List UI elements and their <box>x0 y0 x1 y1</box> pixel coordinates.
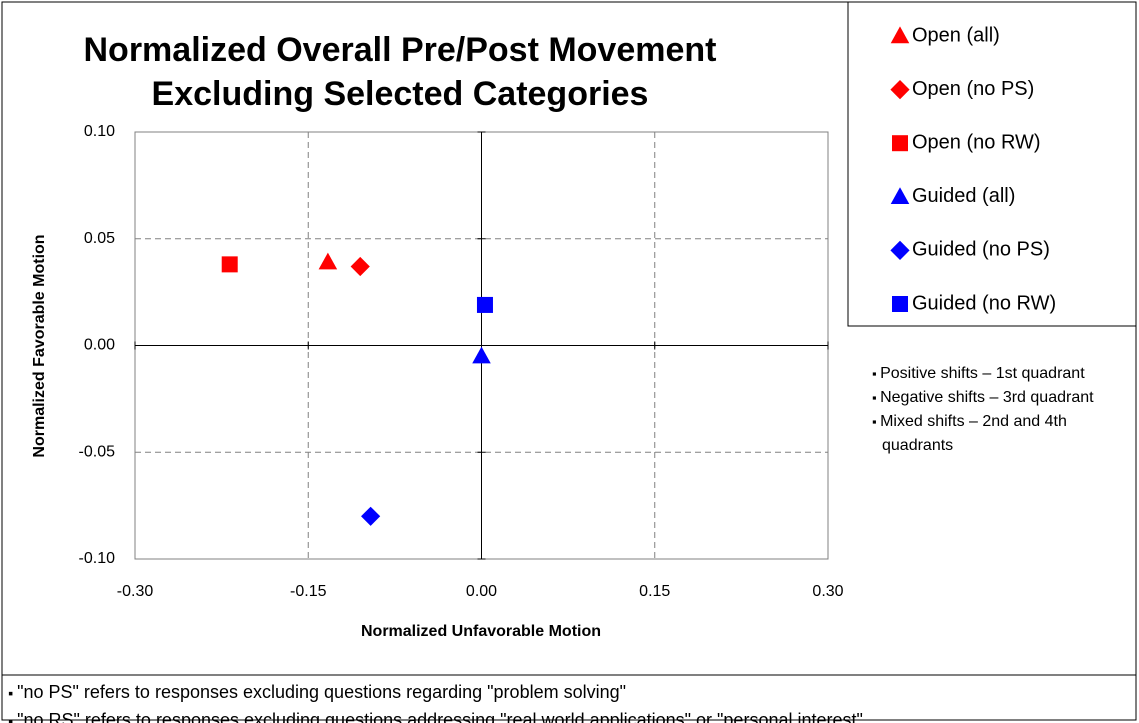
y-tick-label: -0.05 <box>79 443 116 460</box>
marker-diamond <box>890 80 910 100</box>
y-axis-label: Normalized Favorable Motion <box>31 234 48 457</box>
x-tick-label: -0.15 <box>290 583 327 600</box>
x-tick-label: 0.15 <box>639 583 670 600</box>
y-tick-label: 0.05 <box>84 230 115 247</box>
footnote: "no RS" refers to responses excluding qu… <box>8 707 1128 723</box>
title-line: Normalized Overall Pre/Post Movement <box>83 31 717 69</box>
marker-diamond <box>350 256 370 277</box>
legend-label: Guided (no PS) <box>912 239 1050 261</box>
marker-triangle <box>890 26 910 44</box>
chart-title: Normalized Overall Pre/Post Movement Exc… <box>20 28 780 116</box>
y-tick-label: 0.10 <box>84 123 115 140</box>
title-line: Excluding Selected Categories <box>151 75 649 113</box>
legend-label: Guided (no RW) <box>912 292 1056 314</box>
y-tick-label: 0.00 <box>84 337 115 354</box>
x-tick-label: 0.30 <box>812 583 843 600</box>
marker-square <box>221 256 238 273</box>
marker-square <box>476 296 493 313</box>
side-note: Mixed shifts – 2nd and 4th quadrants <box>872 410 1112 458</box>
side-note: Positive shifts – 1st quadrant <box>872 362 1112 386</box>
marker-triangle <box>472 346 491 364</box>
footnotes: "no PS" refers to responses excluding qu… <box>8 679 1128 723</box>
side-notes: Positive shifts – 1st quadrant Negative … <box>872 362 1112 458</box>
side-note: Negative shifts – 3rd quadrant <box>872 386 1112 410</box>
x-axis-label: Normalized Unfavorable Motion <box>361 623 601 640</box>
marker-square <box>892 296 908 312</box>
legend-label: Open (no RW) <box>912 131 1041 153</box>
footnote: "no PS" refers to responses excluding qu… <box>8 679 1128 707</box>
x-tick-label: -0.30 <box>117 583 154 600</box>
marker-triangle <box>890 187 910 204</box>
legend-label: Guided (all) <box>912 185 1015 207</box>
legend-label: Open (no PS) <box>912 78 1034 100</box>
marker-square <box>892 135 908 152</box>
marker-diamond <box>890 240 910 260</box>
legend-box <box>847 1 1137 327</box>
marker-diamond <box>361 506 381 526</box>
y-tick-label: -0.10 <box>79 550 116 567</box>
marker-triangle <box>318 252 338 270</box>
x-tick-label: 0.00 <box>466 583 497 600</box>
legend-label: Open (all) <box>912 24 1000 46</box>
